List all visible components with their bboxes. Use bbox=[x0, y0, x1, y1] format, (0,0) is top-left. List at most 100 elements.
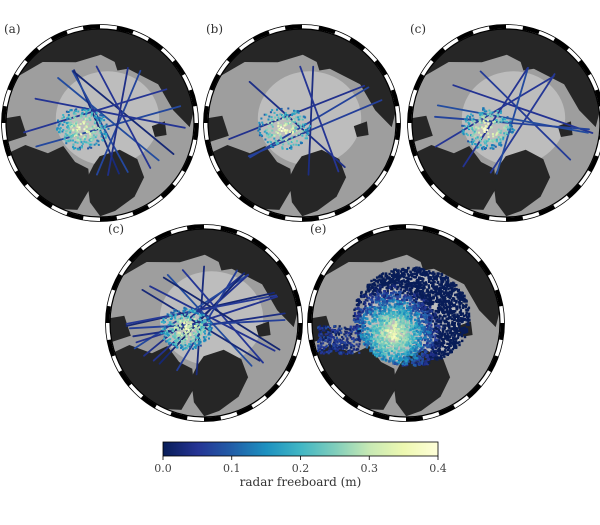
freeboard-cell bbox=[360, 320, 364, 323]
freeboard-cell bbox=[163, 327, 166, 330]
freeboard-cell bbox=[96, 119, 99, 122]
freeboard-cell bbox=[382, 294, 386, 297]
freeboard-cell bbox=[367, 342, 370, 345]
freeboard-cell bbox=[441, 337, 444, 341]
freeboard-cell bbox=[183, 313, 186, 316]
freeboard-cell bbox=[489, 147, 492, 150]
freeboard-cell bbox=[393, 358, 396, 361]
freeboard-cell bbox=[479, 113, 482, 116]
freeboard-cell bbox=[192, 315, 195, 318]
freeboard-cell bbox=[177, 319, 180, 322]
frame-segment bbox=[390, 89, 399, 107]
freeboard-cell bbox=[481, 113, 484, 116]
freeboard-cell bbox=[89, 108, 91, 111]
freeboard-cell bbox=[374, 337, 377, 340]
freeboard-cell bbox=[407, 308, 410, 311]
freeboard-cell bbox=[397, 277, 401, 281]
freeboard-cell bbox=[451, 286, 454, 289]
freeboard-cell bbox=[434, 351, 437, 354]
map-frame-outer bbox=[105, 224, 303, 422]
panel-label: (c) bbox=[410, 22, 426, 36]
freeboard-cell bbox=[299, 115, 302, 118]
freeboard-cell bbox=[429, 276, 432, 279]
freeboard-cell bbox=[412, 281, 416, 284]
freeboard-cell bbox=[460, 328, 464, 332]
freeboard-cell bbox=[426, 326, 430, 329]
freeboard-cell bbox=[195, 312, 198, 314]
freeboard-cell bbox=[195, 336, 198, 339]
freeboard-cell bbox=[381, 331, 384, 334]
freeboard-cell bbox=[357, 302, 360, 306]
freeboard-cell bbox=[368, 306, 372, 309]
freeboard-cell bbox=[370, 343, 373, 346]
freeboard-cell bbox=[428, 270, 431, 273]
freeboard-cell bbox=[395, 361, 399, 364]
freeboard-cell bbox=[386, 319, 389, 323]
freeboard-cell bbox=[465, 309, 469, 312]
freeboard-cell bbox=[408, 302, 412, 305]
freeboard-cell bbox=[359, 334, 362, 338]
freeboard-cell bbox=[349, 342, 352, 345]
freeboard-cell bbox=[197, 331, 200, 333]
frame-segment bbox=[3, 139, 12, 157]
freeboard-cell bbox=[297, 116, 300, 119]
freeboard-cell bbox=[178, 318, 181, 321]
freeboard-cell bbox=[189, 321, 192, 324]
freeboard-cell bbox=[449, 351, 452, 354]
freeboard-cell bbox=[390, 292, 393, 295]
freeboard-cell bbox=[411, 335, 414, 339]
freeboard-cell bbox=[290, 146, 293, 149]
freeboard-cell bbox=[92, 130, 95, 133]
freeboard-cell bbox=[432, 274, 435, 277]
freeboard-cell bbox=[308, 126, 311, 129]
freeboard-cell bbox=[75, 124, 78, 127]
freeboard-cell bbox=[181, 344, 184, 347]
freeboard-cell bbox=[275, 130, 278, 133]
freeboard-cell bbox=[97, 143, 100, 146]
land-mass bbox=[151, 121, 167, 137]
freeboard-cell bbox=[383, 327, 386, 330]
freeboard-cell bbox=[378, 296, 382, 300]
freeboard-cell bbox=[455, 293, 459, 296]
freeboard-cell bbox=[407, 289, 411, 292]
freeboard-cell bbox=[375, 353, 378, 357]
freeboard-cell bbox=[268, 132, 271, 135]
freeboard-cell bbox=[197, 343, 200, 346]
freeboard-cell bbox=[481, 147, 483, 150]
freeboard-cell bbox=[482, 116, 485, 119]
freeboard-cell bbox=[349, 352, 352, 355]
freeboard-cell bbox=[424, 295, 428, 298]
freeboard-cell bbox=[414, 313, 417, 317]
freeboard-cell bbox=[413, 356, 416, 359]
freeboard-cell bbox=[481, 116, 484, 119]
freeboard-cell bbox=[188, 313, 191, 316]
freeboard-cell bbox=[344, 335, 347, 338]
freeboard-cell bbox=[395, 295, 399, 298]
freeboard-cell bbox=[379, 316, 383, 319]
freeboard-cell bbox=[391, 335, 394, 338]
freeboard-cell bbox=[67, 116, 70, 118]
freeboard-cell bbox=[483, 131, 486, 133]
freeboard-cell bbox=[375, 355, 379, 358]
freeboard-cell bbox=[363, 317, 366, 320]
freeboard-cell bbox=[355, 327, 358, 331]
freeboard-cell bbox=[172, 335, 175, 338]
freeboard-cell bbox=[498, 142, 501, 145]
freeboard-cell bbox=[450, 350, 453, 354]
freeboard-cell bbox=[452, 316, 455, 319]
freeboard-cell bbox=[425, 297, 428, 300]
freeboard-cell bbox=[413, 272, 416, 276]
freeboard-cell bbox=[65, 140, 68, 143]
freeboard-cell bbox=[435, 354, 438, 357]
freeboard-cell bbox=[195, 333, 198, 335]
freeboard-cell bbox=[419, 315, 423, 319]
freeboard-cell bbox=[463, 124, 466, 127]
freeboard-cell bbox=[85, 111, 88, 114]
freeboard-cell bbox=[401, 324, 404, 327]
freeboard-cell bbox=[423, 320, 426, 323]
freeboard-cell bbox=[464, 125, 467, 128]
freeboard-cell bbox=[81, 111, 84, 114]
freeboard-cell bbox=[377, 292, 380, 296]
freeboard-cell bbox=[398, 309, 401, 312]
freeboard-cell bbox=[285, 116, 288, 119]
